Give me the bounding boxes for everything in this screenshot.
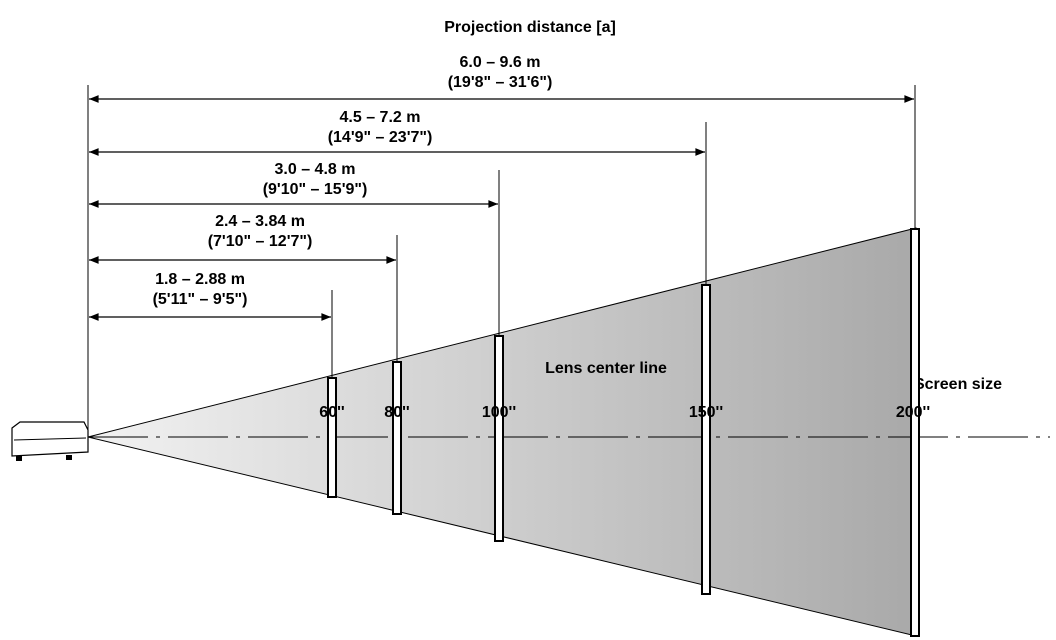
metric-distance: 4.5 – 7.2 m [340, 109, 421, 126]
metric-distance: 2.4 – 3.84 m [215, 213, 305, 230]
metric-distance: 3.0 – 4.8 m [275, 161, 356, 178]
metric-distance: 1.8 – 2.88 m [155, 271, 245, 288]
screen-size: 80'' [384, 404, 409, 421]
title: Projection distance [a] [444, 19, 616, 36]
screen-size: 200'' [896, 404, 930, 421]
screen-size: 60'' [319, 404, 344, 421]
screen [327, 377, 337, 498]
screen-size: 150'' [689, 404, 723, 421]
screen-size: 100'' [482, 404, 516, 421]
imperial-distance: (19'8" – 31'6") [448, 74, 553, 91]
imperial-distance: (5'11" – 9'5") [153, 291, 248, 308]
screen [701, 284, 711, 595]
imperial-distance: (7'10" – 12'7") [208, 233, 313, 250]
screen [392, 361, 402, 515]
screen [910, 228, 920, 637]
imperial-distance: (9'10" – 15'9") [263, 181, 368, 198]
screen [494, 335, 504, 542]
screen-label: Screen size [914, 376, 1002, 393]
projector [11, 421, 89, 461]
metric-distance: 6.0 – 9.6 m [460, 54, 541, 71]
imperial-distance: (14'9" – 23'7") [328, 129, 433, 146]
lens-label: Lens center line [545, 360, 667, 377]
